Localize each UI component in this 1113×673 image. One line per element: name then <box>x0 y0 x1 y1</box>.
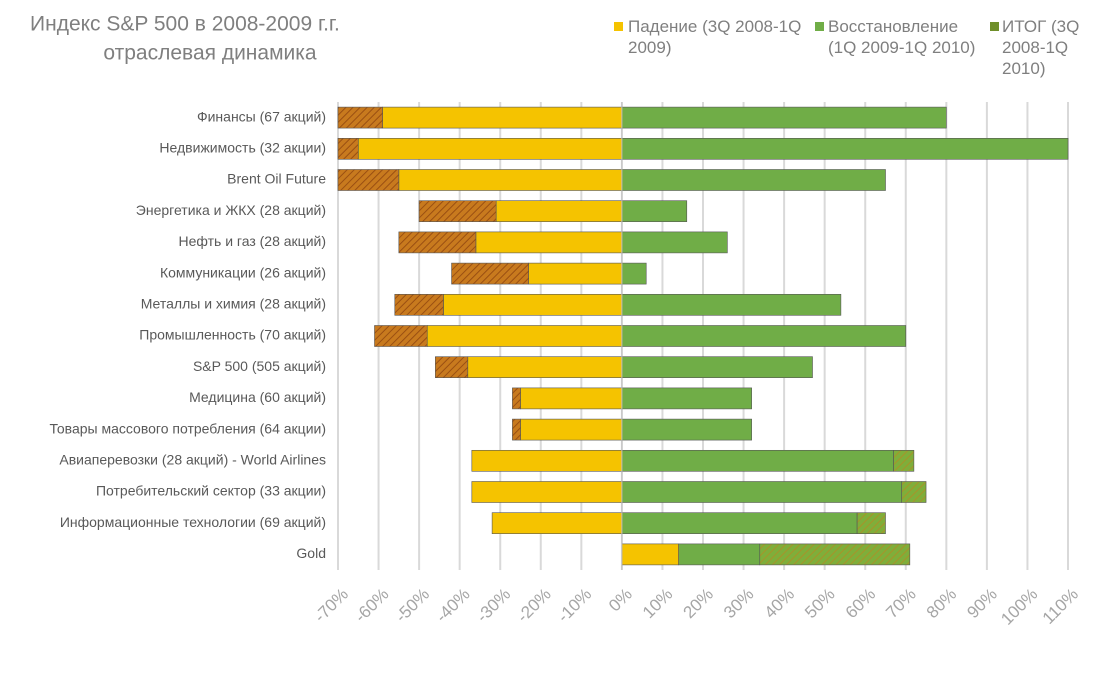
x-tick-label: 80% <box>923 585 960 622</box>
bar <box>621 418 752 441</box>
bar <box>394 293 444 316</box>
bar <box>520 387 623 410</box>
bar <box>759 543 911 566</box>
bar <box>621 481 903 503</box>
legend-marker <box>990 22 999 31</box>
bar <box>621 138 1069 160</box>
x-tick-label: 40% <box>761 585 798 622</box>
y-tick-label: Brent Oil Future <box>227 171 326 187</box>
bar <box>621 512 858 535</box>
x-tick-label: -20% <box>513 585 554 626</box>
bar <box>398 231 477 254</box>
chart-subtitle: отраслевая динамика <box>103 42 317 65</box>
bar <box>418 200 497 222</box>
bar <box>512 418 521 441</box>
bar <box>475 231 623 254</box>
x-tick-label: 50% <box>801 585 838 622</box>
x-tick-label: 20% <box>680 585 717 622</box>
x-tick-label: 90% <box>963 585 1000 622</box>
chart-title: Индекс S&P 500 в 2008-2009 г.г. <box>30 13 340 36</box>
x-tick-label: 110% <box>1039 585 1082 628</box>
bar <box>520 418 623 441</box>
bar <box>893 449 915 472</box>
bar <box>621 325 907 347</box>
bar <box>901 481 927 503</box>
bar <box>678 543 761 566</box>
bar <box>426 325 623 347</box>
bar <box>471 481 623 503</box>
legend-label: ИТОГ (3Q 2008-1Q 2010) <box>1002 17 1080 78</box>
x-tick-label: -10% <box>554 585 595 626</box>
y-tick-label: Энергетика и ЖКХ (28 акций) <box>136 202 326 218</box>
y-tick-label: Коммуникации (26 акций) <box>160 264 326 280</box>
y-tick-label: Недвижимость (32 акции) <box>159 140 326 156</box>
x-tick-label: -40% <box>432 585 473 626</box>
bar <box>856 512 886 535</box>
bar <box>495 200 623 222</box>
bar <box>337 138 359 160</box>
bar <box>621 262 647 285</box>
bar <box>512 387 521 410</box>
legend-marker <box>614 22 623 31</box>
y-tick-label: Gold <box>296 545 326 561</box>
y-tick-label: Потребительский сектор (33 акции) <box>96 483 326 499</box>
y-tick-label: Промышленность (70 акций) <box>139 327 326 343</box>
y-tick-label: Нефть и газ (28 акций) <box>178 233 326 249</box>
y-tick-label: Финансы (67 акций) <box>197 108 326 124</box>
bar <box>621 293 842 316</box>
x-tick-label: 0% <box>605 585 636 616</box>
x-tick-label: 30% <box>720 585 757 622</box>
bar <box>337 106 383 129</box>
x-tick-label: -70% <box>311 585 352 626</box>
bar <box>621 106 947 129</box>
bar <box>398 169 623 191</box>
bar <box>528 262 623 285</box>
y-tick-label: S&P 500 (505 акций) <box>193 358 326 374</box>
bar <box>435 356 469 379</box>
bar <box>467 356 623 379</box>
bar <box>374 325 428 347</box>
bar <box>621 169 886 191</box>
bar <box>621 543 679 566</box>
y-tick-label: Металлы и химия (28 акций) <box>141 296 326 312</box>
x-tick-label: 10% <box>639 585 676 622</box>
bar <box>357 138 623 160</box>
bar <box>471 449 623 472</box>
x-tick-label: 60% <box>842 585 879 622</box>
x-tick-label: -50% <box>392 585 433 626</box>
bar <box>621 200 688 222</box>
y-tick-label: Медицина (60 акций) <box>189 389 326 405</box>
bar <box>382 106 623 129</box>
y-tick-label: Информационные технологии (69 акций) <box>60 514 326 530</box>
bar <box>621 231 728 254</box>
bar <box>451 262 529 285</box>
legend-label: Падение (3Q 2008-1Q 2009) <box>628 17 802 57</box>
x-tick-label: -30% <box>473 585 514 626</box>
bar <box>491 512 623 535</box>
bar <box>443 293 623 316</box>
x-tick-label: -60% <box>351 585 392 626</box>
bar <box>621 387 752 410</box>
legend-marker <box>815 22 824 31</box>
legend-label: Восстановление (1Q 2009-1Q 2010) <box>828 17 976 57</box>
bar <box>621 449 894 472</box>
bar <box>621 356 813 379</box>
y-tick-label: Авиаперевозки (28 акций) - World Airline… <box>59 452 326 468</box>
x-tick-label: 70% <box>882 585 919 622</box>
bar <box>337 169 400 191</box>
y-tick-label: Товары массового потребления (64 акции) <box>49 420 326 436</box>
x-tick-label: 100% <box>997 585 1041 629</box>
